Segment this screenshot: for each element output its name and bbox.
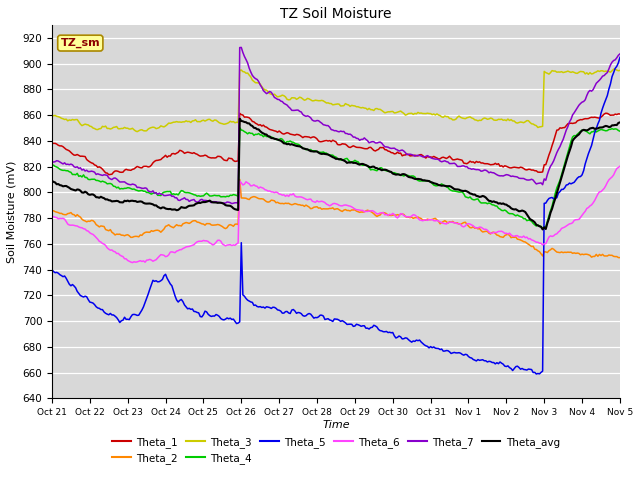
Theta_1 [616,111,624,117]
Theta_7 [406,151,414,157]
Theta_6 [616,163,624,169]
Theta_6 [156,253,163,259]
Theta_avg [236,116,244,121]
Theta_3 [64,118,72,124]
Line: Theta_3: Theta_3 [52,69,620,132]
Theta_2 [154,228,161,233]
Line: Theta_avg: Theta_avg [52,119,620,229]
Theta_4 [48,162,56,168]
Theta_3 [392,110,400,116]
Text: TZ_sm: TZ_sm [61,38,100,48]
Theta_6 [129,260,136,265]
Theta_5 [64,278,72,284]
Theta_1 [404,152,412,157]
Theta_2 [236,177,244,182]
Theta_6 [373,211,381,217]
Theta_avg [539,227,547,232]
Theta_6 [64,221,72,227]
Theta_7 [237,45,245,50]
Theta_avg [64,184,72,190]
Theta_1 [105,172,113,178]
Theta_2 [616,255,624,261]
Theta_5 [532,371,540,377]
Theta_6 [548,234,556,240]
Theta_4 [236,125,244,131]
Line: Theta_4: Theta_4 [52,128,620,228]
Theta_4 [550,197,557,203]
X-axis label: Time: Time [322,420,350,430]
Theta_3 [48,112,56,118]
Theta_avg [48,178,56,184]
Theta_1 [48,140,56,146]
Theta_5 [390,333,398,339]
Theta_1 [602,110,609,116]
Theta_1 [373,147,381,153]
Theta_1 [64,147,72,153]
Theta_5 [548,194,556,200]
Theta_4 [404,173,412,179]
Theta_2 [392,212,400,218]
Theta_5 [616,55,624,60]
Theta_7 [48,158,56,164]
Theta_2 [548,246,556,252]
Theta_4 [373,168,381,174]
Theta_4 [616,128,624,134]
Theta_1 [156,157,163,163]
Theta_5 [48,267,56,273]
Y-axis label: Soil Moisture (mV): Soil Moisture (mV) [7,160,17,263]
Theta_5 [372,323,380,329]
Line: Theta_2: Theta_2 [52,180,620,258]
Theta_7 [394,147,401,153]
Theta_3 [404,111,412,117]
Theta_3 [611,66,619,72]
Theta_6 [392,214,400,220]
Legend: Theta_1, Theta_2, Theta_3, Theta_4, Theta_5, Theta_6, Theta_7, Theta_avg: Theta_1, Theta_2, Theta_3, Theta_4, Thet… [108,432,564,468]
Theta_avg [550,200,557,206]
Theta_3 [133,129,141,134]
Theta_avg [404,174,412,180]
Title: TZ Soil Moisture: TZ Soil Moisture [280,7,392,21]
Theta_4 [392,170,400,176]
Line: Theta_1: Theta_1 [52,113,620,175]
Theta_4 [64,168,72,174]
Theta_3 [616,68,624,73]
Theta_6 [48,214,56,219]
Theta_4 [539,226,547,231]
Theta_7 [228,201,236,206]
Theta_2 [404,214,412,220]
Theta_avg [392,172,400,178]
Line: Theta_5: Theta_5 [52,58,620,374]
Theta_6 [404,214,412,219]
Theta_1 [548,143,556,148]
Theta_3 [373,106,381,111]
Theta_avg [616,120,624,125]
Theta_3 [156,125,163,131]
Theta_2 [48,208,56,214]
Theta_7 [374,140,382,145]
Theta_1 [392,151,400,156]
Theta_avg [154,204,161,210]
Theta_7 [154,192,161,197]
Theta_7 [616,51,624,57]
Theta_4 [154,192,161,198]
Line: Theta_6: Theta_6 [52,166,620,263]
Theta_avg [373,165,381,171]
Theta_2 [373,214,381,219]
Theta_7 [550,158,557,164]
Theta_7 [64,161,72,167]
Line: Theta_7: Theta_7 [52,48,620,204]
Theta_2 [64,211,72,216]
Theta_5 [403,336,411,341]
Theta_3 [548,68,556,73]
Theta_5 [154,279,161,285]
